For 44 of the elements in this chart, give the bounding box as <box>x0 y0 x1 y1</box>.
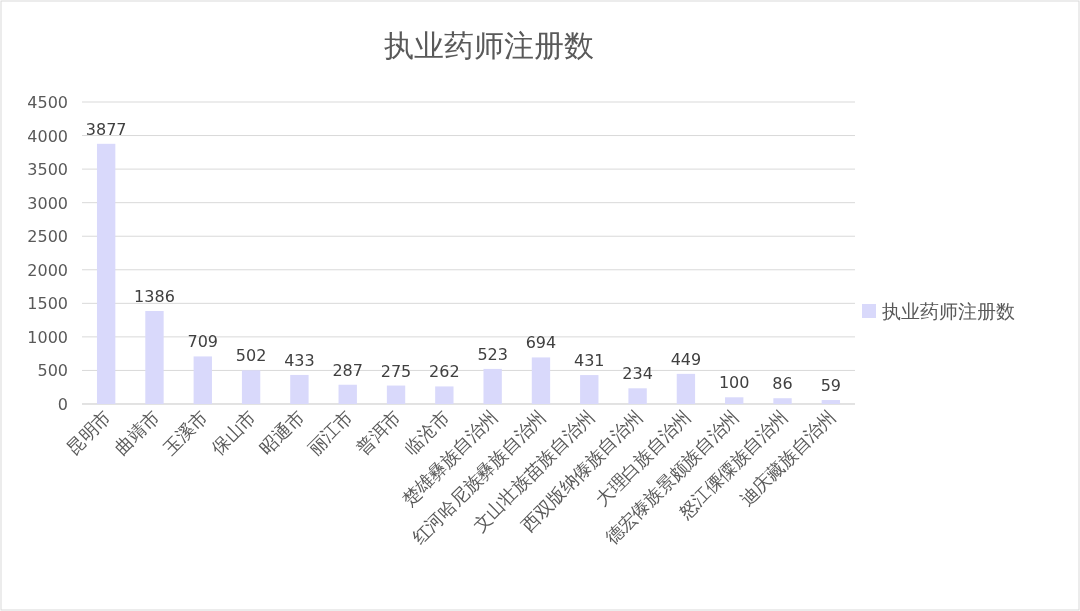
bar <box>483 368 502 404</box>
bar <box>435 386 454 404</box>
bar <box>145 310 164 404</box>
data-label: 262 <box>429 362 460 382</box>
data-label: 234 <box>622 364 653 384</box>
y-tick-label: 1000 <box>27 327 68 347</box>
data-label: 431 <box>574 351 605 371</box>
bar <box>628 388 647 404</box>
data-label: 100 <box>718 373 750 393</box>
bar <box>821 400 841 404</box>
data-label: 287 <box>332 360 363 380</box>
data-label: 86 <box>772 374 793 394</box>
bar <box>338 384 357 404</box>
chart-title: 执业药师注册数 <box>383 28 594 63</box>
bar <box>580 375 599 404</box>
bar <box>725 397 744 404</box>
data-label: 3877 <box>85 119 127 139</box>
bar <box>531 357 551 404</box>
y-tick-label: 4000 <box>27 126 68 146</box>
y-tick-label: 2000 <box>27 260 68 280</box>
y-tick-label: 3500 <box>27 160 68 180</box>
data-label: 433 <box>284 350 315 370</box>
data-label: 59 <box>820 376 842 396</box>
bar <box>193 356 212 404</box>
legend-label: 执业药师注册数 <box>882 300 1015 322</box>
data-label: 694 <box>525 333 557 353</box>
bar <box>773 398 792 404</box>
data-label: 449 <box>670 349 702 369</box>
data-label: 275 <box>380 361 412 381</box>
y-tick-label: 2500 <box>27 227 68 247</box>
bar <box>96 143 116 404</box>
data-label: 1386 <box>134 286 175 306</box>
y-tick-label: 4500 <box>27 93 68 112</box>
y-tick-label: 3000 <box>27 193 68 213</box>
data-label: 523 <box>477 344 508 364</box>
bar <box>241 370 261 404</box>
y-tick-label: 0 <box>57 395 68 414</box>
data-label: 709 <box>187 332 219 352</box>
data-label: 502 <box>235 346 267 366</box>
bar <box>386 385 406 404</box>
bar <box>290 374 309 404</box>
bar <box>676 373 696 404</box>
y-tick-label: 1500 <box>27 294 68 314</box>
y-tick-label: 500 <box>37 361 68 381</box>
